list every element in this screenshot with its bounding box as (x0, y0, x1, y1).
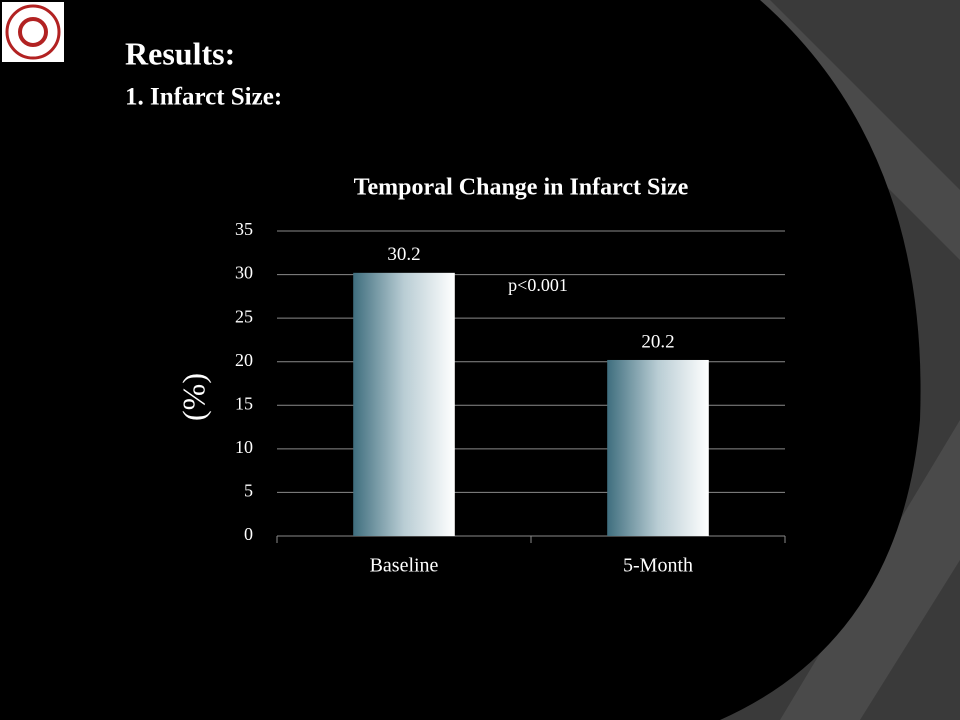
logo-ring (5, 4, 61, 60)
value-label: 20.2 (641, 331, 674, 352)
x-tick-label: 5-Month (623, 555, 693, 577)
chart-title: Temporal Change in Infarct Size (354, 175, 689, 201)
slide-panel (0, 0, 921, 720)
slide-title: Results: (125, 35, 235, 71)
y-tick-label: 35 (235, 219, 253, 239)
logo-knot (18, 17, 48, 47)
y-tick-label: 5 (244, 481, 253, 501)
annotation: p<0.001 (508, 275, 568, 295)
logo (2, 2, 64, 62)
logo-box (2, 2, 64, 62)
y-tick-label: 25 (235, 306, 253, 326)
y-axis-label: (%) (175, 373, 211, 421)
bar (353, 272, 455, 536)
y-tick-label: 15 (235, 393, 253, 413)
value-label: 30.2 (387, 244, 420, 265)
y-tick-label: 30 (235, 263, 253, 283)
bar (607, 359, 709, 536)
x-tick-label: Baseline (370, 555, 439, 577)
y-tick-label: 10 (235, 437, 253, 457)
y-tick-label: 20 (235, 350, 253, 370)
slide-subtitle: 1. Infarct Size: (125, 84, 282, 111)
y-tick-label: 0 (244, 524, 253, 544)
